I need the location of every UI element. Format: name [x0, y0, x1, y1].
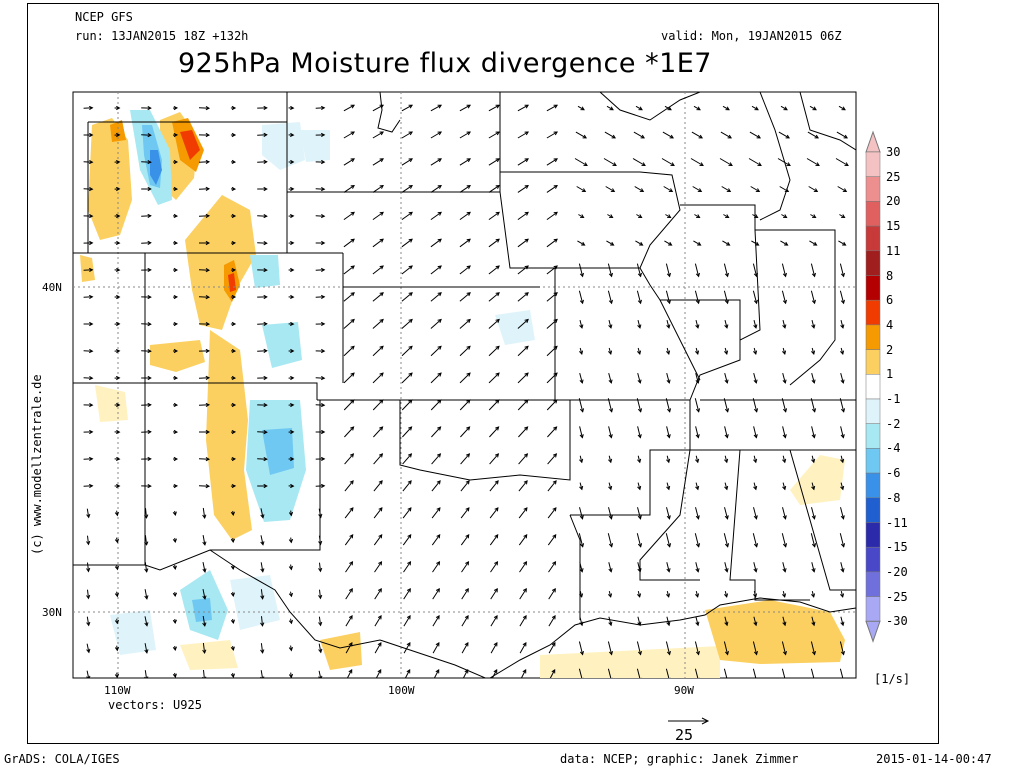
colorbar-label: 30 — [886, 145, 901, 159]
map-title: 925hPa Moisture flux divergence *1E7 — [178, 48, 712, 79]
colorbar-label: 8 — [886, 268, 894, 283]
colorbar-box — [865, 176, 881, 202]
colorbar-box — [865, 546, 881, 573]
colorbar-label: 20 — [886, 194, 901, 209]
lon-label-110w: 110W — [104, 684, 131, 697]
colorbar-bottom-triangle — [865, 620, 881, 643]
colorbar-label: 6 — [886, 293, 894, 308]
colorbar-box — [865, 225, 881, 252]
colorbar-label: 1 — [886, 367, 894, 382]
wind-vectors — [83, 104, 849, 678]
valid-label: valid: Mon, 19JAN2015 06Z — [661, 29, 842, 43]
footer-right: 2015-01-14-00:47 — [876, 752, 992, 766]
plot-frame — [27, 3, 939, 744]
colorbar-label: -11 — [886, 515, 908, 530]
colorbar-box — [865, 324, 881, 350]
colorbar-box — [865, 275, 881, 301]
footer-center: data: NCEP; graphic: Janek Zimmer — [560, 752, 799, 766]
coastlines — [209, 92, 856, 678]
colorbar-label: 25 — [886, 169, 901, 184]
colorbar-box — [865, 398, 881, 424]
model-label: NCEP GFS — [75, 10, 133, 24]
lat-label-40n: 40N — [42, 281, 62, 294]
colorbar-label: -1 — [886, 392, 901, 406]
colorbar-box — [865, 571, 881, 597]
colorbar-top-triangle — [865, 130, 881, 153]
colorbar — [865, 130, 881, 643]
state-boundaries — [73, 92, 856, 620]
colorbar-label: 11 — [886, 243, 901, 258]
lon-label-90w: 90W — [674, 684, 694, 697]
colorbar-box — [865, 448, 881, 474]
colorbar-box — [865, 250, 881, 276]
colorbar-label: 2 — [886, 342, 894, 357]
colorbar-box — [865, 151, 881, 177]
colorbar-box — [865, 522, 881, 548]
colorbar-unit: [1/s] — [874, 672, 911, 686]
colorbar-label: -2 — [886, 416, 901, 431]
colorbar-box — [865, 423, 881, 449]
colorbar-box — [865, 374, 881, 400]
colorbar-label: -30 — [886, 614, 908, 629]
colorbar-label: -25 — [886, 589, 908, 604]
colorbar-box — [865, 299, 881, 326]
colorbar-box — [865, 497, 881, 523]
run-label: run: 13JAN2015 18Z +132h — [75, 29, 249, 43]
lat-label-30n: 30N — [42, 606, 62, 619]
lon-label-100w: 100W — [388, 684, 415, 697]
reference-vector-arrow — [668, 717, 710, 725]
colorbar-label: -8 — [886, 490, 901, 505]
colorbar-label: -15 — [886, 540, 908, 555]
colorbar-label: -4 — [886, 441, 901, 456]
colorbar-box — [865, 596, 881, 622]
colorbar-box — [865, 349, 881, 375]
reference-vector-value: 25 — [675, 726, 694, 744]
colorbar-label: -20 — [886, 564, 908, 579]
shaded-field — [80, 110, 845, 678]
colorbar-label: 4 — [886, 317, 894, 332]
colorbar-box — [865, 472, 881, 499]
vectors-label: vectors: U925 — [108, 698, 202, 712]
colorbar-box — [865, 201, 881, 227]
colorbar-label: 15 — [886, 219, 901, 234]
footer-left: GrADS: COLA/IGES — [4, 752, 120, 766]
colorbar-label: -6 — [886, 466, 901, 481]
